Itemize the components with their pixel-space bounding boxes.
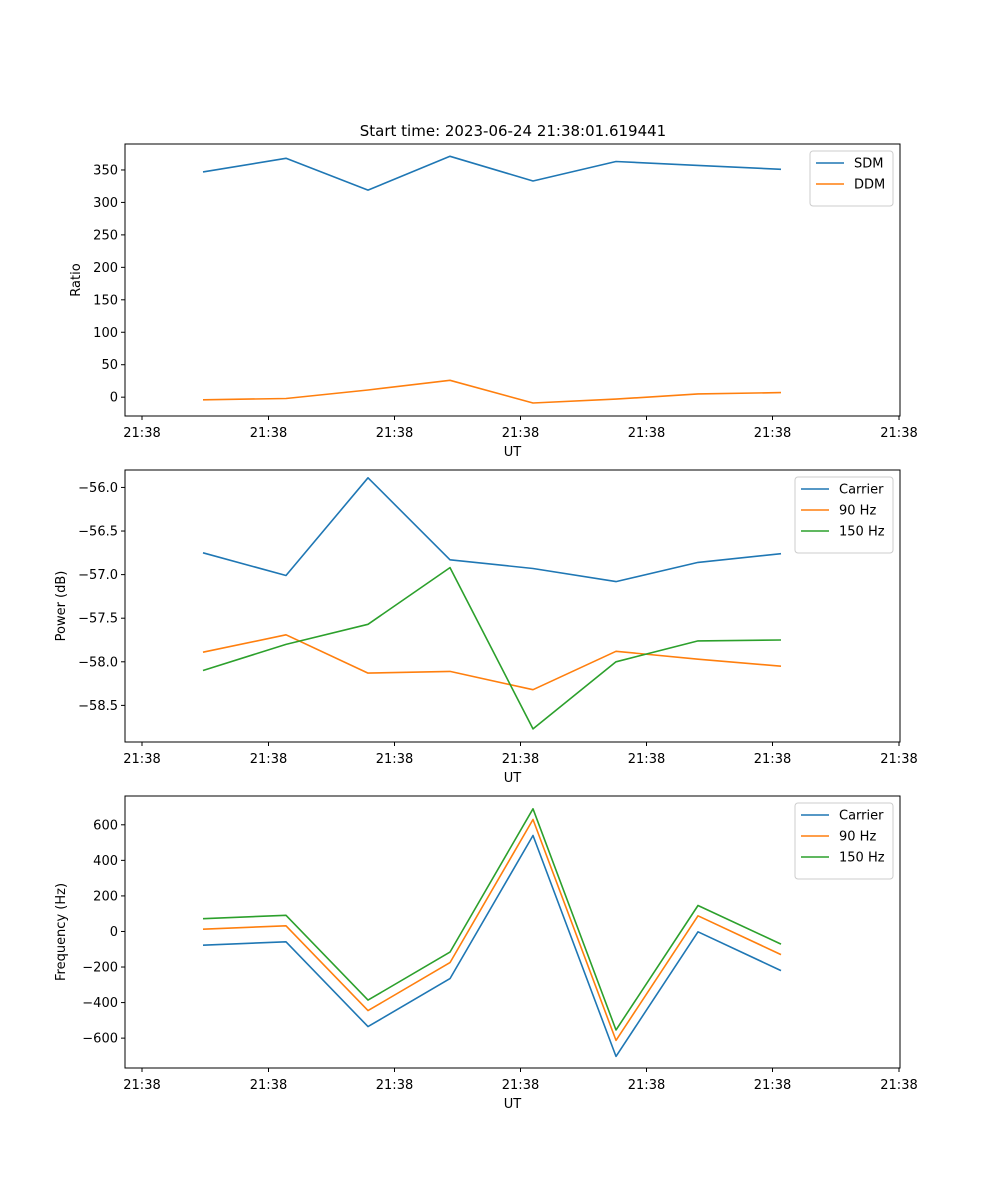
- x-axis-label: UT: [504, 1097, 522, 1112]
- y-tick-label: 350: [93, 163, 118, 178]
- axes-frame: [124, 795, 901, 1069]
- series-line-sdm: [202, 155, 782, 191]
- y-tick-label: 0: [110, 391, 118, 406]
- legend-box: [794, 802, 894, 880]
- x-tick-label: 21:38: [376, 752, 413, 767]
- x-tick-label: 21:38: [628, 752, 665, 767]
- series-line-carrier: [202, 834, 782, 1058]
- y-tick-label: 200: [93, 261, 118, 276]
- y-axis-label: Frequency (Hz): [54, 883, 69, 981]
- subplot-3: −600 −400 −200 0 200 400 600 21:38 21:38 21:38 21:…: [54, 795, 918, 1112]
- series-line-90-hz: [202, 818, 782, 1042]
- y-tick-label: 200: [93, 889, 118, 904]
- x-tick-label: 21:38: [628, 426, 665, 441]
- y-tick-label: −57.5: [78, 612, 118, 627]
- x-tick-label: 21:38: [754, 426, 791, 441]
- legend-label: SDM: [854, 157, 883, 172]
- x-tick-label: 21:38: [502, 1078, 539, 1093]
- x-tick-label: 21:38: [880, 752, 917, 767]
- y-tick-label: −600: [82, 1032, 118, 1047]
- legend-box: [794, 476, 894, 554]
- series-line-150-hz: [202, 807, 782, 1031]
- legend: Carrier 90 Hz 150 Hz: [794, 476, 894, 554]
- axes-frame: [124, 469, 901, 743]
- x-tick-label: 21:38: [376, 426, 413, 441]
- x-tick-label: 21:38: [376, 1078, 413, 1093]
- series-line-carrier: [202, 476, 782, 583]
- x-tick-label: 21:38: [123, 426, 160, 441]
- y-tick-label: −56.5: [78, 525, 118, 540]
- legend-label: 150 Hz: [839, 851, 885, 866]
- x-axis-label: UT: [504, 771, 522, 786]
- y-tick-label: −200: [82, 961, 118, 976]
- y-tick-label: 300: [93, 196, 118, 211]
- x-axis-label: UT: [504, 445, 522, 460]
- y-axis-label: Power (dB): [54, 571, 69, 642]
- legend-label: 150 Hz: [839, 525, 885, 540]
- legend: Carrier 90 Hz 150 Hz: [794, 802, 894, 880]
- y-axis-label: Ratio: [69, 263, 84, 296]
- x-tick-label: 21:38: [123, 1078, 160, 1093]
- y-tick-label: 250: [93, 228, 118, 243]
- x-tick-label: 21:38: [628, 1078, 665, 1093]
- x-tick-label: 21:38: [250, 752, 287, 767]
- legend-label: Carrier: [839, 809, 884, 824]
- subplot-1: 0 50 100 150 200 250 300 350 21:38 21:38 21:38 21:3…: [69, 143, 918, 460]
- y-tick-label: 50: [101, 358, 118, 373]
- legend-label: 90 Hz: [839, 830, 876, 845]
- x-tick-label: 21:38: [123, 752, 160, 767]
- x-tick-label: 21:38: [880, 426, 917, 441]
- y-tick-label: −57.0: [78, 568, 118, 583]
- x-tick-label: 21:38: [754, 752, 791, 767]
- x-tick-label: 21:38: [754, 1078, 791, 1093]
- legend-label: Carrier: [839, 483, 884, 498]
- x-tick-label: 21:38: [502, 752, 539, 767]
- y-tick-label: 600: [93, 818, 118, 833]
- series-line-150-hz: [202, 566, 782, 730]
- y-tick-label: −58.0: [78, 655, 118, 670]
- x-tick-label: 21:38: [880, 1078, 917, 1093]
- y-tick-label: 150: [93, 293, 118, 308]
- y-tick-label: 0: [110, 925, 118, 940]
- axes-frame: [124, 143, 901, 417]
- subplot-2: −58.5 −58.0 −57.5 −57.0 −56.5 −56.0 21:38 21:38…: [54, 469, 918, 786]
- y-tick-label: 400: [93, 854, 118, 869]
- y-tick-label: −56.0: [78, 481, 118, 496]
- legend-label: 90 Hz: [839, 504, 876, 519]
- y-tick-label: −58.5: [78, 699, 118, 714]
- legend: SDM DDM: [809, 150, 894, 207]
- x-tick-label: 21:38: [502, 426, 539, 441]
- figure-title: Start time: 2023-06-24 21:38:01.619441: [360, 122, 666, 140]
- series-line-ddm: [202, 379, 782, 404]
- x-tick-label: 21:38: [250, 1078, 287, 1093]
- y-tick-label: 100: [93, 326, 118, 341]
- legend-box: [809, 150, 894, 207]
- legend-label: DDM: [854, 178, 885, 193]
- y-tick-label: −400: [82, 996, 118, 1011]
- x-tick-label: 21:38: [250, 426, 287, 441]
